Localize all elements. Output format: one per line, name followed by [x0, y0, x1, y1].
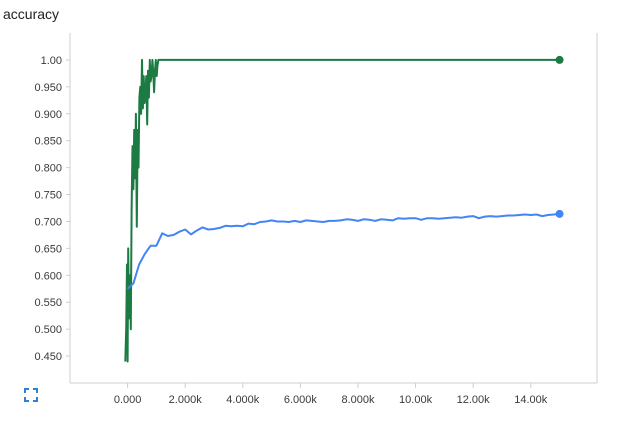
y-tick-label: 0.550 — [34, 297, 62, 309]
series-end-point-0 — [556, 56, 564, 64]
x-tick-label: 14.00k — [514, 394, 548, 406]
x-tick-label: 8.000k — [341, 394, 375, 406]
y-tick-label: 1.00 — [41, 55, 62, 67]
y-tick-label: 0.700 — [34, 216, 62, 228]
x-tick-label: 10.00k — [399, 394, 433, 406]
y-tick-label: 0.900 — [34, 109, 62, 121]
y-tick-label: 0.950 — [34, 82, 62, 94]
fullscreen-icon[interactable] — [24, 388, 38, 402]
x-tick-label: 12.00k — [457, 394, 491, 406]
y-tick-label: 0.450 — [34, 351, 62, 363]
series-line-0 — [125, 60, 559, 362]
x-tick-label: 0.000 — [114, 394, 142, 406]
x-tick-label: 4.000k — [226, 394, 260, 406]
x-tick-label: 2.000k — [169, 394, 203, 406]
y-tick-label: 0.650 — [34, 243, 62, 255]
y-tick-label: 0.600 — [34, 270, 62, 282]
series-end-point-1 — [556, 210, 564, 218]
series-line-1 — [128, 214, 560, 289]
y-tick-label: 0.750 — [34, 190, 62, 202]
y-tick-label: 0.500 — [34, 324, 62, 336]
y-tick-label: 0.850 — [34, 136, 62, 148]
y-tick-label: 0.800 — [34, 163, 62, 175]
x-tick-label: 6.000k — [284, 394, 318, 406]
